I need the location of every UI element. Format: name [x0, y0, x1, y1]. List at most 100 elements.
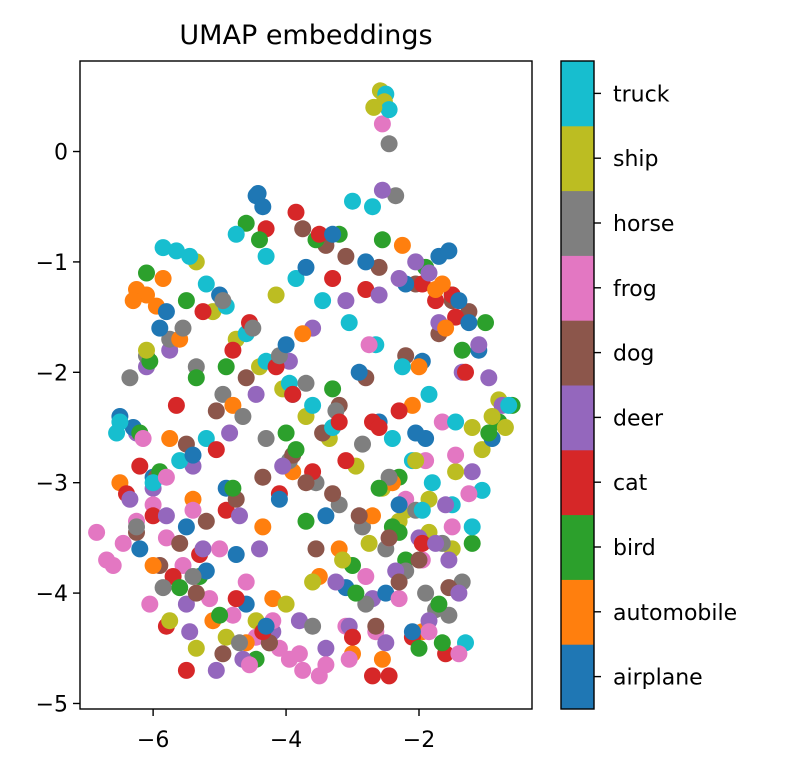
point-truck: [473, 481, 491, 499]
point-cat: [224, 341, 242, 359]
point-dog: [297, 474, 315, 492]
point-deer: [181, 623, 199, 641]
colorbar-label-dog: dog: [613, 342, 654, 367]
point-truck: [344, 192, 361, 210]
point-frog: [237, 573, 255, 591]
point-airplane: [177, 518, 195, 536]
point-truck: [383, 430, 401, 447]
point-bird: [251, 231, 268, 249]
point-frog: [211, 540, 229, 558]
point-deer: [480, 369, 498, 387]
point-automobile: [124, 292, 142, 310]
point-truck: [197, 430, 215, 447]
point-ship: [334, 551, 352, 569]
point-airplane: [390, 496, 408, 514]
point-ship: [161, 612, 179, 630]
point-dog: [370, 258, 388, 276]
point-automobile: [224, 396, 242, 414]
point-truck: [154, 239, 172, 257]
colorbar-label-frog: frog: [613, 277, 657, 302]
point-frog: [224, 606, 242, 624]
point-cat: [227, 590, 245, 608]
point-truck: [167, 242, 185, 260]
point-airplane: [277, 336, 295, 354]
point-truck: [181, 247, 199, 265]
point-airplane: [460, 314, 478, 332]
point-airplane: [377, 584, 395, 602]
point-horse: [154, 579, 172, 597]
point-cat: [310, 225, 328, 243]
point-airplane: [197, 562, 215, 580]
point-automobile: [294, 325, 312, 343]
scatter-points: [88, 82, 521, 685]
point-deer: [327, 573, 345, 591]
point-bird: [177, 292, 195, 310]
point-ship: [304, 573, 322, 591]
point-automobile: [433, 275, 451, 293]
point-truck: [197, 275, 215, 293]
point-deer: [247, 385, 265, 403]
point-ship: [447, 463, 465, 481]
point-frog: [201, 590, 219, 608]
point-ship: [463, 419, 481, 436]
point-bird: [277, 424, 295, 442]
point-deer: [373, 181, 391, 199]
point-ship: [187, 639, 205, 657]
point-horse: [440, 606, 458, 624]
point-dog: [307, 540, 325, 558]
point-dog: [254, 468, 272, 486]
colorbar-segment-truck: [561, 61, 594, 127]
colorbar: airplane automobile bird cat deer dog frog hors…: [560, 60, 737, 710]
point-ship: [483, 408, 501, 425]
point-airplane: [450, 292, 468, 310]
point-automobile: [364, 507, 381, 525]
point-truck: [314, 292, 332, 310]
point-frog: [241, 656, 258, 674]
point-truck: [393, 358, 411, 376]
colorbar-segment-frog: [561, 255, 594, 321]
point-truck: [413, 501, 431, 519]
point-frog: [340, 650, 358, 668]
point-frog: [443, 518, 461, 536]
point-bird: [237, 214, 255, 232]
point-cat: [413, 534, 431, 552]
point-automobile: [410, 358, 428, 376]
point-automobile: [403, 396, 421, 414]
point-bird: [138, 264, 155, 282]
point-bird: [463, 534, 481, 552]
point-horse: [214, 385, 232, 403]
y-tick-label: −4: [36, 582, 68, 607]
point-ship: [473, 441, 491, 459]
point-horse: [174, 319, 192, 337]
y-tick-label: −1: [36, 251, 68, 276]
point-frog: [433, 413, 451, 431]
y-tick-label: −5: [36, 692, 68, 717]
point-truck: [227, 225, 245, 243]
point-dog: [207, 402, 225, 420]
point-deer: [207, 661, 225, 679]
point-deer: [390, 270, 408, 287]
point-cat: [194, 303, 212, 321]
point-frog: [157, 529, 175, 547]
point-frog: [134, 430, 152, 447]
point-frog: [420, 623, 438, 641]
point-deer: [463, 463, 481, 481]
point-cat: [357, 281, 375, 298]
point-horse: [231, 634, 248, 652]
point-horse: [380, 468, 398, 486]
colorbar-segment-horse: [561, 190, 594, 256]
point-bird: [430, 595, 448, 613]
point-deer: [420, 264, 438, 282]
point-deer: [194, 540, 212, 558]
point-cat: [144, 507, 162, 525]
point-cat: [287, 203, 305, 221]
point-automobile: [437, 319, 455, 337]
point-bird: [171, 579, 189, 597]
y-tick-label: −3: [36, 472, 68, 497]
x-tick-label: −6: [137, 728, 169, 753]
point-frog: [390, 590, 408, 608]
point-cat: [284, 385, 302, 403]
colorbar-segment-deer: [561, 385, 594, 451]
point-cat: [217, 501, 235, 519]
